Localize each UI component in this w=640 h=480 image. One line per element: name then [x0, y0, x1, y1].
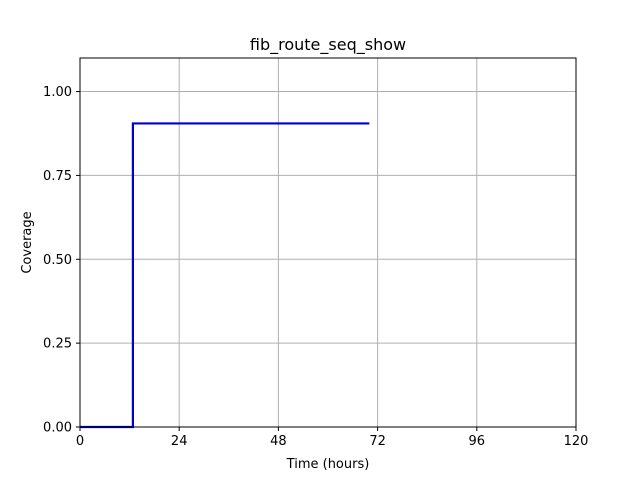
x-tick-label: 120 [564, 434, 589, 449]
chart-title: fib_route_seq_show [250, 35, 406, 55]
x-tick-label: 48 [270, 434, 287, 449]
y-tick-label: 0.75 [43, 169, 72, 184]
x-tick-label: 96 [469, 434, 486, 449]
x-axis: 0 24 48 72 96 120 [76, 427, 589, 449]
plot-frame [79, 57, 577, 428]
y-axis: 0.00 0.25 0.50 0.75 1.00 [43, 85, 80, 436]
y-tick-label: 1.00 [43, 85, 72, 100]
x-tick-label: 0 [76, 434, 84, 449]
x-tick-label: 24 [171, 434, 188, 449]
x-axis-label: Time (hours) [286, 457, 370, 472]
y-tick-label: 0.50 [43, 253, 72, 268]
y-tick-label: 0.00 [43, 421, 72, 436]
y-axis-label: Coverage [20, 211, 35, 273]
x-tick-label: 72 [369, 434, 386, 449]
y-tick-label: 0.25 [43, 337, 72, 352]
